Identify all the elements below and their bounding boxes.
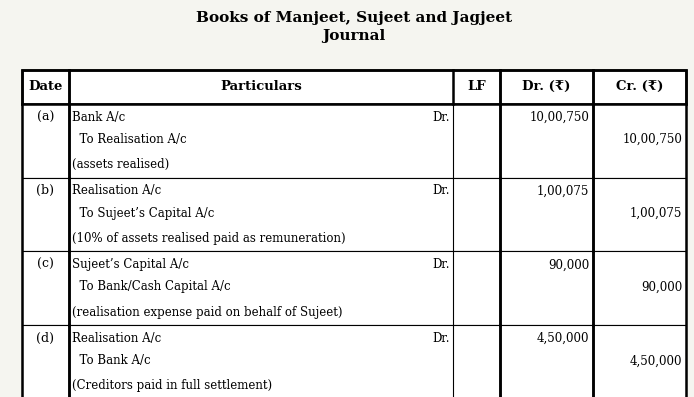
Text: Realisation A/c: Realisation A/c (72, 184, 161, 197)
Text: (b): (b) (36, 184, 54, 197)
Bar (22, 326, 686, 397)
Text: 10,00,750: 10,00,750 (530, 110, 589, 123)
Text: Sujeet’s Capital A/c: Sujeet’s Capital A/c (72, 258, 189, 271)
Text: 4,50,000: 4,50,000 (629, 355, 682, 367)
Text: 90,000: 90,000 (641, 280, 682, 293)
Text: Dr.: Dr. (432, 258, 450, 271)
Text: (assets realised): (assets realised) (72, 158, 169, 171)
Bar (22, 251, 686, 326)
Text: Dr. (₹): Dr. (₹) (522, 80, 570, 93)
Text: Dr.: Dr. (432, 332, 450, 345)
Bar (22, 69, 686, 397)
Text: To Realisation A/c: To Realisation A/c (72, 133, 187, 146)
Text: To Sujeet’s Capital A/c: To Sujeet’s Capital A/c (72, 206, 214, 220)
Text: To Bank A/c: To Bank A/c (72, 355, 151, 367)
Text: 4,50,000: 4,50,000 (537, 332, 589, 345)
Text: Dr.: Dr. (432, 184, 450, 197)
Text: Dr.: Dr. (432, 110, 450, 123)
Text: Cr. (₹): Cr. (₹) (616, 80, 663, 93)
Text: (Creditors paid in full settlement): (Creditors paid in full settlement) (72, 380, 272, 393)
Text: 1,00,075: 1,00,075 (537, 184, 589, 197)
Text: Date: Date (28, 80, 62, 93)
Text: 1,00,075: 1,00,075 (630, 206, 682, 220)
Text: To Bank/Cash Capital A/c: To Bank/Cash Capital A/c (72, 280, 230, 293)
Text: 10,00,750: 10,00,750 (623, 133, 682, 146)
Text: LF: LF (467, 80, 486, 93)
Text: (a): (a) (37, 110, 54, 123)
Bar (22, 177, 686, 251)
Text: (10% of assets realised paid as remuneration): (10% of assets realised paid as remunera… (72, 232, 346, 245)
Bar (22, 69, 686, 104)
Text: 90,000: 90,000 (548, 258, 589, 271)
Text: (c): (c) (37, 258, 54, 271)
Text: (d): (d) (36, 332, 54, 345)
Text: Particulars: Particulars (220, 80, 302, 93)
Text: Realisation A/c: Realisation A/c (72, 332, 161, 345)
Text: Books of Manjeet, Sujeet and Jagjeet: Books of Manjeet, Sujeet and Jagjeet (196, 12, 512, 25)
Text: Bank A/c: Bank A/c (72, 110, 126, 123)
Text: (realisation expense paid on behalf of Sujeet): (realisation expense paid on behalf of S… (72, 306, 343, 318)
Text: Journal: Journal (322, 29, 386, 43)
Bar (22, 104, 686, 177)
